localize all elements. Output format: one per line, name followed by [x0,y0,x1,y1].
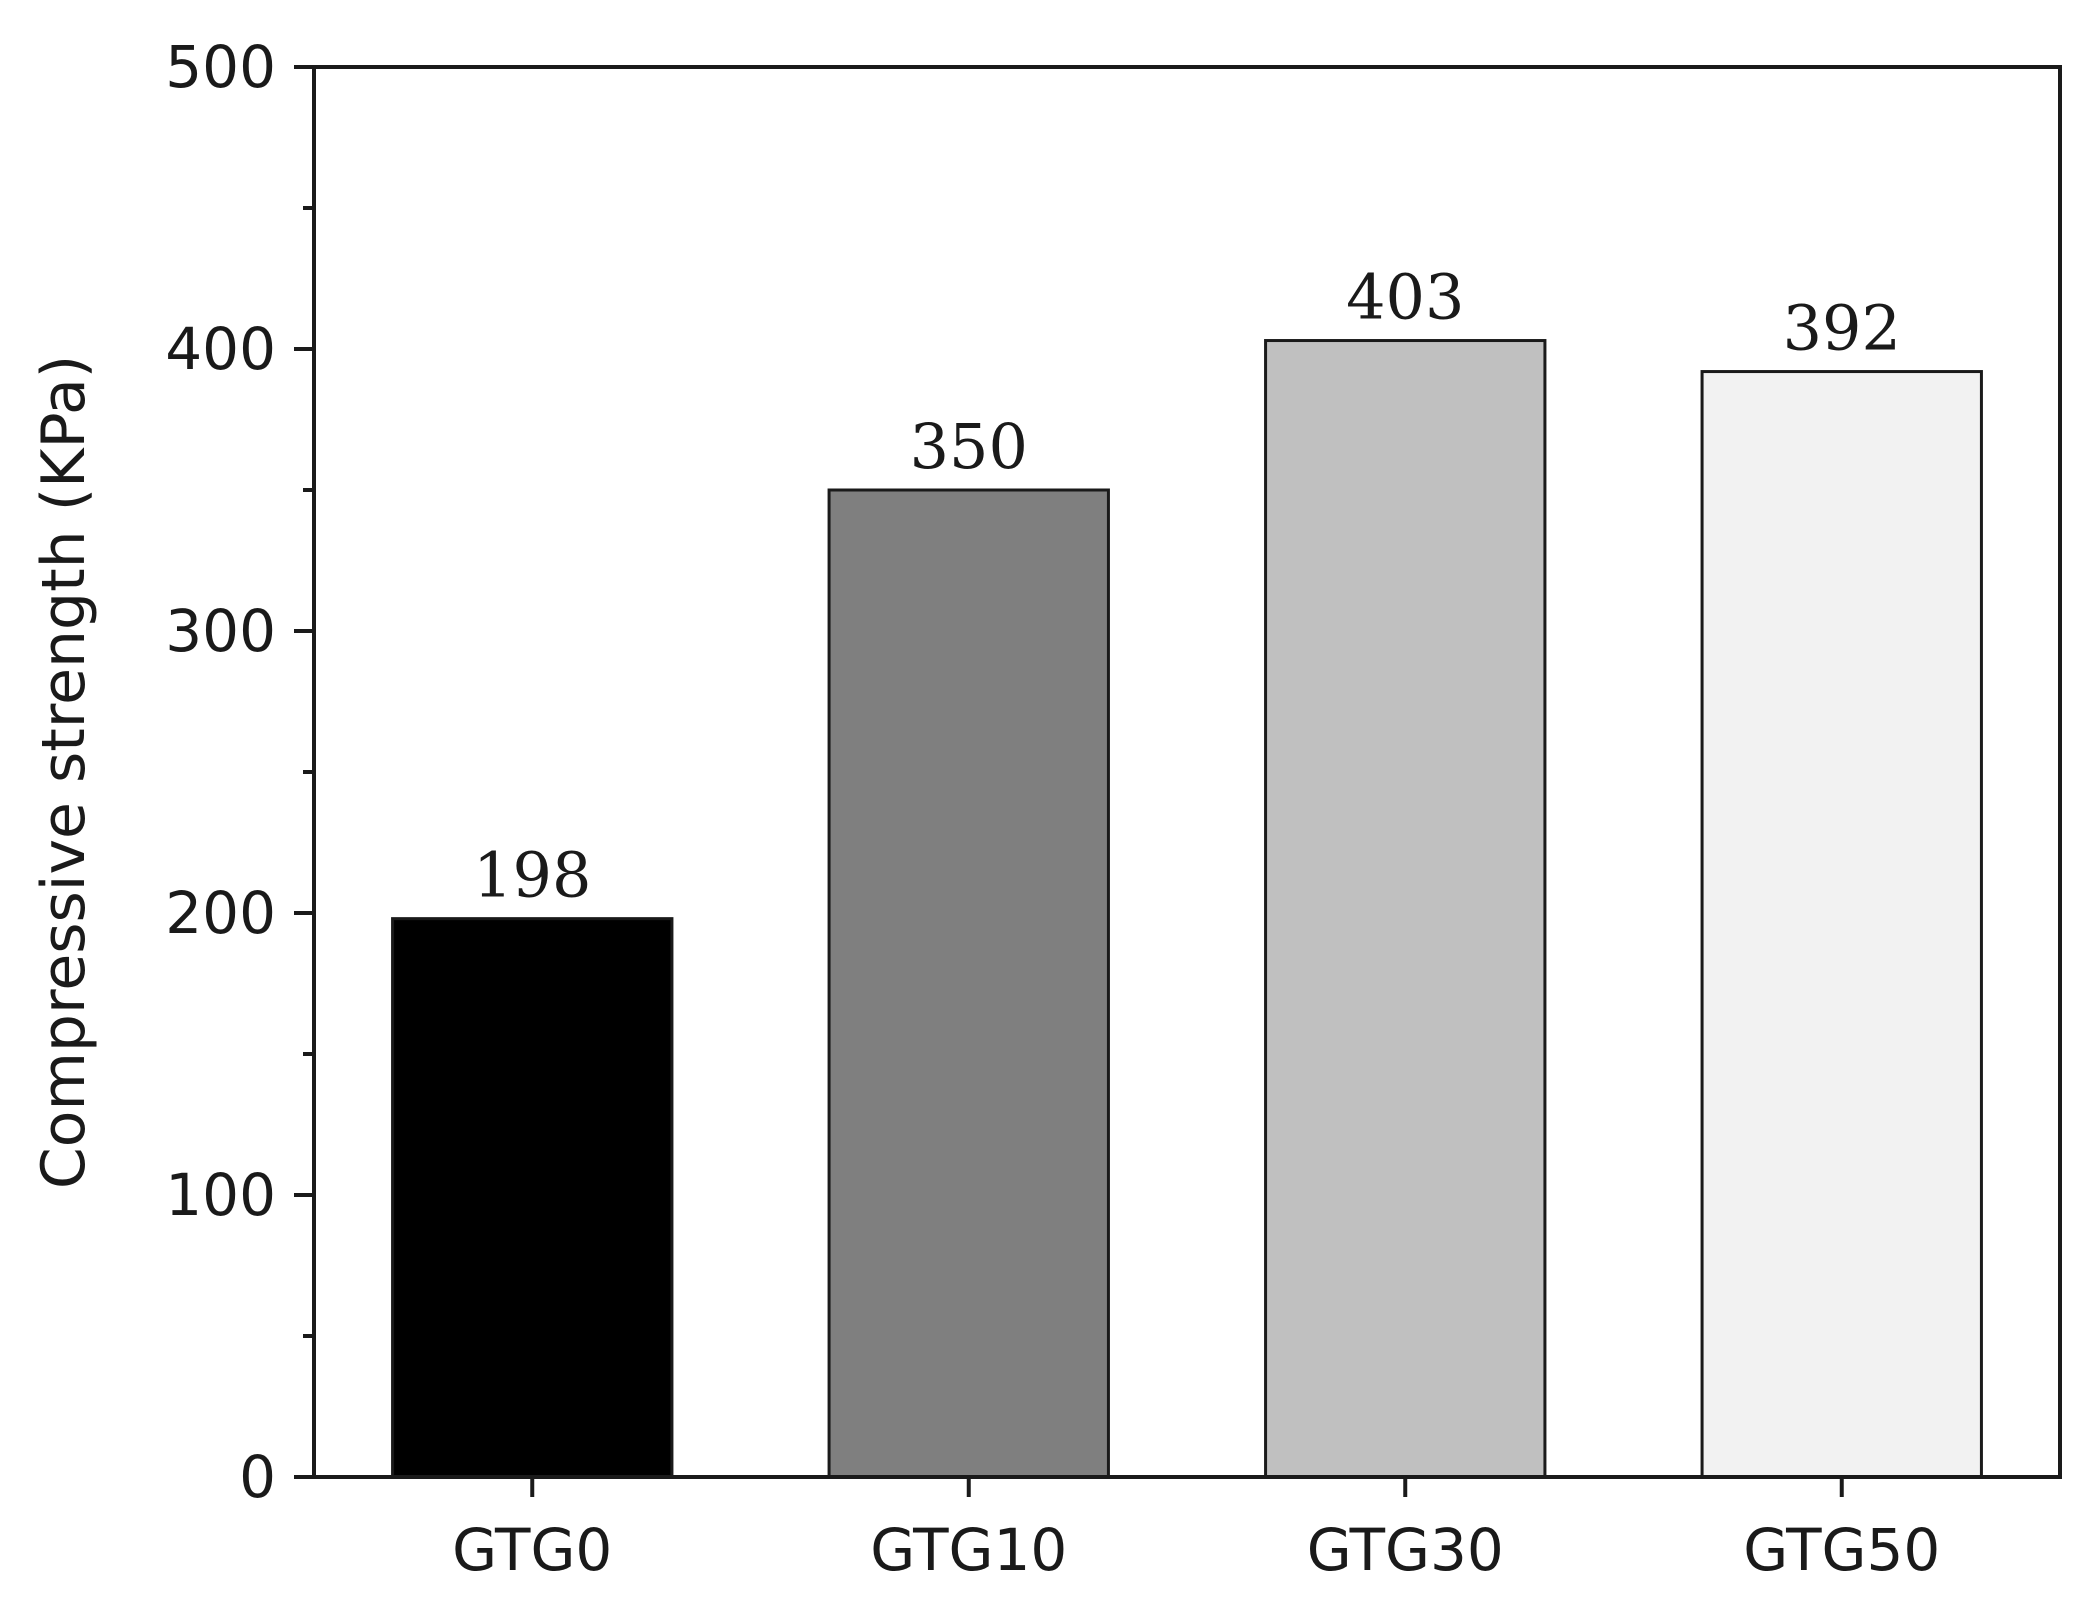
data-label: 392 [1783,292,1901,365]
y-axis: 0 100 200 300 400 500 [165,33,314,1511]
y-tick-label: 0 [239,1443,276,1511]
y-tick-label: 200 [165,879,276,947]
x-tick-label: GTG30 [1307,1516,1504,1584]
bar [1264,339,1547,1479]
y-tick-label: 300 [165,597,276,665]
data-label: 403 [1346,261,1464,334]
bar [827,488,1110,1479]
bar [1700,370,1983,1479]
x-axis: GTG0 GTG10 GTG30 GTG50 [452,1477,1940,1584]
x-tick-label: GTG50 [1743,1516,1940,1584]
x-tick-label: GTG0 [452,1516,612,1584]
bar [391,917,674,1479]
data-label: 350 [910,410,1028,483]
y-tick-label: 100 [165,1161,276,1229]
x-tick-label: GTG10 [870,1516,1067,1584]
data-labels: 198 350 403 392 [473,261,1901,912]
y-axis-title: Compressive strength (KPa) [29,355,99,1189]
data-label: 198 [473,839,591,912]
y-tick-label: 500 [165,33,276,101]
bars-layer [391,339,1983,1479]
y-tick-label: 400 [165,315,276,383]
